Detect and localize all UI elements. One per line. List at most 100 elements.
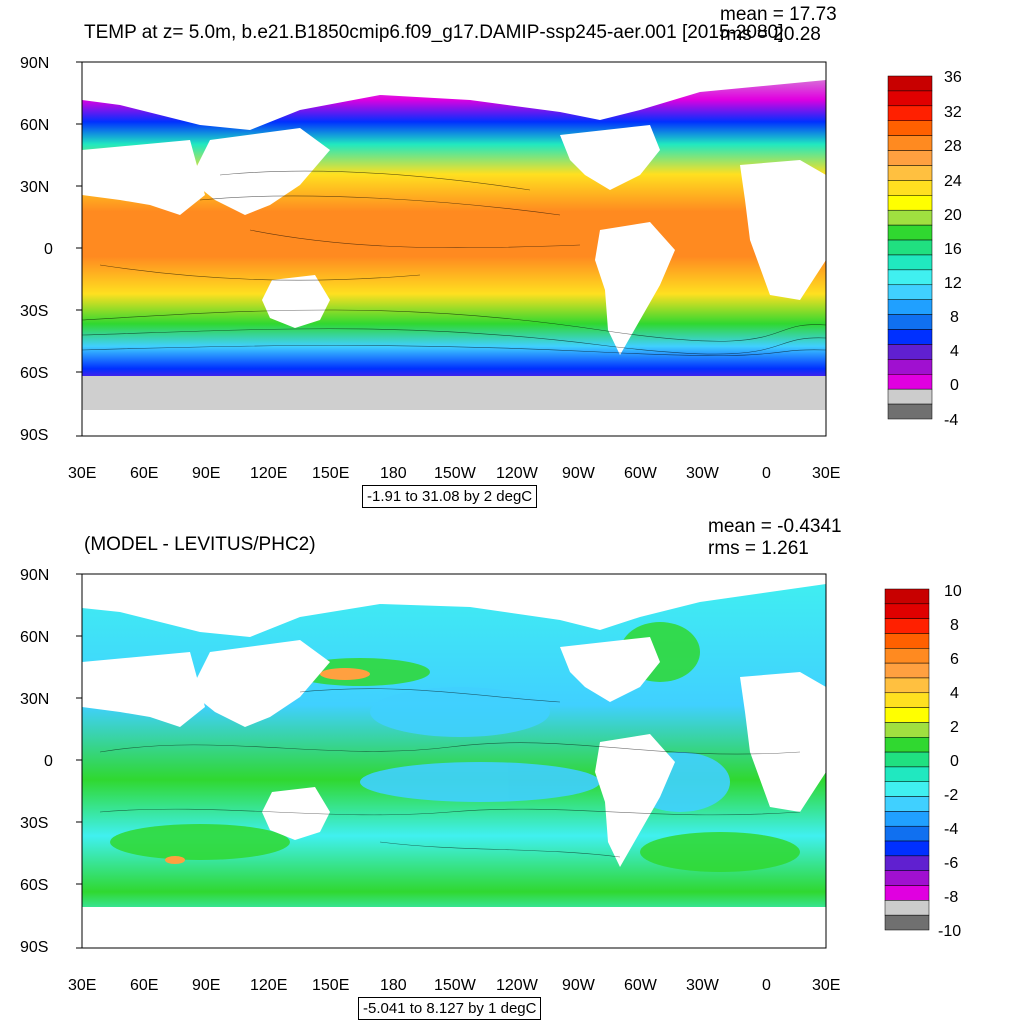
colorbar-swatch — [884, 855, 930, 871]
lat-label: 60N — [20, 117, 49, 134]
lon-label: 30W — [686, 977, 720, 994]
colorbar-label: 0 — [950, 377, 959, 394]
lon-label: 0 — [762, 465, 771, 482]
lat-label: 90N — [20, 55, 49, 72]
colorbar-swatch — [887, 75, 933, 92]
colorbar-swatch — [887, 209, 933, 226]
top-map: 90N 60N 30N 0 30S 60S 90S 30E 60E 90E 12… — [20, 55, 962, 482]
colorbar-swatch — [884, 840, 930, 857]
colorbar-swatch — [887, 224, 933, 241]
top-rms: rms = 20.28 — [720, 24, 821, 45]
colorbar-swatch — [887, 239, 933, 256]
lon-label: 60W — [624, 977, 658, 994]
antarctica — [82, 376, 826, 410]
lon-label: 60E — [130, 977, 158, 994]
colorbar-swatch — [884, 751, 930, 768]
lon-label: 150E — [312, 465, 349, 482]
lon-label: 30E — [812, 465, 840, 482]
lon-label: 90E — [192, 465, 220, 482]
colorbar-swatch — [887, 135, 933, 151]
colorbar-swatch — [884, 870, 930, 886]
colorbar-label: -8 — [944, 889, 958, 906]
colorbar-swatch — [887, 329, 933, 345]
colorbar-swatch — [887, 120, 933, 136]
colorbar-swatch — [887, 299, 933, 315]
colorbar-swatch — [884, 737, 930, 753]
top-range-box: -1.91 to 31.08 by 2 degC — [362, 485, 538, 508]
colorbar-swatch — [887, 388, 933, 405]
colorbar-swatch — [884, 885, 930, 901]
contour-lines — [99, 688, 801, 858]
lat-label: 60S — [20, 877, 48, 894]
colorbar-label: 20 — [944, 207, 962, 224]
lat-ticks — [76, 573, 82, 949]
lon-axis: 30E 60E 90E 120E 150E 180 150W 120W 90W … — [68, 465, 840, 482]
colorbar-swatch — [887, 254, 933, 271]
lat-label: 90S — [20, 427, 48, 444]
map-frame — [81, 573, 827, 949]
land-masses — [82, 574, 826, 948]
colorbar-swatch — [887, 314, 933, 330]
colorbar-swatch — [887, 284, 933, 300]
colorbar-swatch — [884, 914, 930, 931]
colorbar-swatch — [887, 344, 933, 360]
bottom-map: 90N 60N 30N 0 30S 60S 90S 30E 60E 90E 12… — [20, 567, 962, 994]
lon-label: 90W — [562, 977, 596, 994]
lon-label: 30E — [812, 977, 840, 994]
colorbar-swatch — [884, 900, 930, 916]
colorbar-label: 28 — [944, 138, 962, 155]
lat-axis: 90N 60N 30N 0 30S 60S 90S — [20, 55, 53, 444]
colorbar-label: -4 — [944, 821, 958, 838]
bottom-rms: rms = 1.261 — [708, 538, 809, 559]
colorbar-label: 4 — [950, 343, 959, 360]
lat-label: 60S — [20, 365, 48, 382]
colorbar-label: 0 — [950, 753, 959, 770]
colorbar-swatch — [884, 781, 930, 797]
colorbar-label: -2 — [944, 787, 958, 804]
colorbar-swatch — [884, 796, 930, 812]
top-title: TEMP at z= 5.0m, b.e21.B1850cmip6.f09_g1… — [84, 22, 784, 43]
colorbar-swatch — [887, 90, 933, 107]
lon-label: 150W — [434, 465, 477, 482]
lat-label: 90S — [20, 939, 48, 956]
colorbar-label: 4 — [950, 685, 959, 702]
colorbar-label: 10 — [944, 583, 962, 600]
lat-label: 30N — [20, 691, 49, 708]
colorbar-swatch — [887, 374, 933, 390]
lon-label: 30E — [68, 465, 96, 482]
colorbar-label: -4 — [944, 412, 958, 429]
lat-label: 30S — [20, 815, 48, 832]
colorbar-label: 8 — [950, 617, 959, 634]
lon-label: 120W — [496, 465, 539, 482]
lat-axis: 90N 60N 30N 0 30S 60S 90S — [20, 567, 53, 956]
colorbar — [884, 588, 930, 931]
colorbar-swatch — [884, 662, 930, 679]
colorbar-label: 12 — [944, 275, 962, 292]
colorbar-label: -6 — [944, 855, 958, 872]
colorbar-label: 6 — [950, 651, 959, 668]
lon-label: 150E — [312, 977, 349, 994]
lon-label: 30W — [686, 465, 720, 482]
colorbar-swatch — [884, 766, 930, 782]
colorbar-labels: 36 32 28 24 20 16 12 8 4 0 -4 — [944, 69, 962, 429]
top-mean: mean = 17.73 — [720, 4, 837, 25]
colorbar-swatch — [887, 269, 933, 286]
colorbar-swatch — [884, 588, 930, 605]
lat-ticks — [76, 61, 82, 437]
colorbar — [887, 75, 933, 420]
land-masses — [82, 62, 826, 355]
colorbar-swatch — [884, 722, 930, 738]
colorbar-swatch — [887, 105, 933, 121]
lon-label: 0 — [762, 977, 771, 994]
colorbar-swatch — [884, 707, 930, 723]
lon-label: 90W — [562, 465, 596, 482]
bottom-range-box: -5.041 to 8.127 by 1 degC — [358, 997, 542, 1020]
bottom-panel: 90N 60N 30N 0 30S 60S 90S 30E 60E 90E 12… — [0, 512, 1024, 1024]
lon-label: 120E — [250, 465, 287, 482]
lon-label: 60E — [130, 465, 158, 482]
lon-label: 120E — [250, 977, 287, 994]
lat-label: 60N — [20, 629, 49, 646]
lat-label: 0 — [44, 753, 53, 770]
colorbar-swatch — [884, 618, 930, 634]
colorbar-label: 32 — [944, 104, 962, 121]
